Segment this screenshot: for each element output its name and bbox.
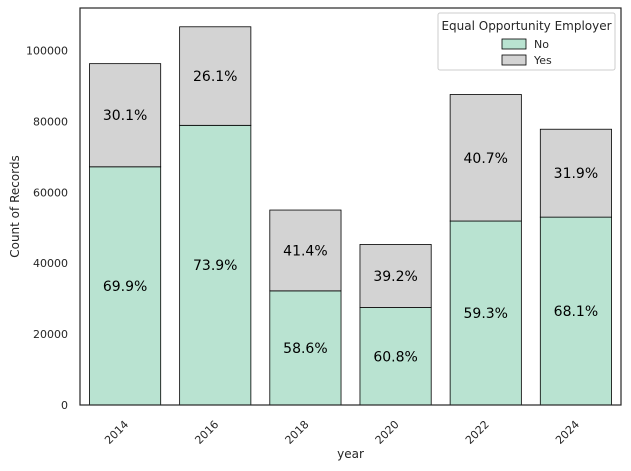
bars-layer xyxy=(89,26,612,406)
percent-label-yes-2016: 26.1% xyxy=(193,69,237,85)
bar-no-2024 xyxy=(539,216,612,406)
percent-label-yes-2022: 40.7% xyxy=(464,151,508,167)
percent-label-no-2024: 68.1% xyxy=(554,304,598,320)
x-tick-label-2014: 2014 xyxy=(102,418,131,447)
percent-labels-layer: 69.9% 30.1% 73.9% 26.1% 58.6% 41.4% 60.8% 39.2%… xyxy=(103,69,598,365)
bar-no-2014 xyxy=(89,166,162,406)
x-tick-label-2022: 2022 xyxy=(463,418,492,447)
percent-label-no-2018: 58.6% xyxy=(283,341,327,357)
bar-yes-2014 xyxy=(89,63,162,168)
percent-label-yes-2014: 30.1% xyxy=(103,108,147,124)
y-tick-label-100000: 100000 xyxy=(26,45,68,58)
bar-yes-2024 xyxy=(539,128,612,218)
percent-label-no-2020: 60.8% xyxy=(373,349,417,365)
legend-items: No Yes xyxy=(501,38,552,67)
percent-label-no-2016: 73.9% xyxy=(193,258,237,274)
bar-yes-2022 xyxy=(449,94,522,222)
x-axis-label: year xyxy=(337,447,364,461)
x-tick-label-2024: 2024 xyxy=(553,418,582,447)
x-tick-label-2018: 2018 xyxy=(283,418,312,447)
legend-box xyxy=(437,12,616,71)
bar-no-2018 xyxy=(269,290,342,406)
legend-label-yes: Yes xyxy=(533,54,552,67)
plot-frame xyxy=(79,7,622,406)
legend-swatch-no xyxy=(501,38,527,50)
y-tick-label-0: 0 xyxy=(61,399,68,412)
percent-label-yes-2020: 39.2% xyxy=(373,269,417,285)
legend-title: Equal Opportunity Employer xyxy=(441,19,611,33)
percent-label-yes-2024: 31.9% xyxy=(554,166,598,182)
y-tick-label-40000: 40000 xyxy=(33,257,68,270)
y-tick-label-60000: 60000 xyxy=(33,186,68,199)
legend-label-no: No xyxy=(534,38,549,51)
x-tick-label-2020: 2020 xyxy=(373,418,402,447)
x-tick-label-2016: 2016 xyxy=(192,418,221,447)
y-tick-label-20000: 20000 xyxy=(33,328,68,341)
bar-yes-2018 xyxy=(269,209,342,292)
bar-yes-2016 xyxy=(179,26,252,126)
percent-label-no-2014: 69.9% xyxy=(103,279,147,295)
y-tick-label-80000: 80000 xyxy=(33,115,68,128)
percent-label-no-2022: 59.3% xyxy=(464,306,508,322)
bar-yes-2020 xyxy=(359,244,432,308)
legend: Equal Opportunity Employer No Yes xyxy=(437,12,616,71)
legend-swatch-yes xyxy=(501,54,527,66)
y-axis-label: Count of Records xyxy=(8,155,22,258)
percent-label-yes-2018: 41.4% xyxy=(283,243,327,259)
